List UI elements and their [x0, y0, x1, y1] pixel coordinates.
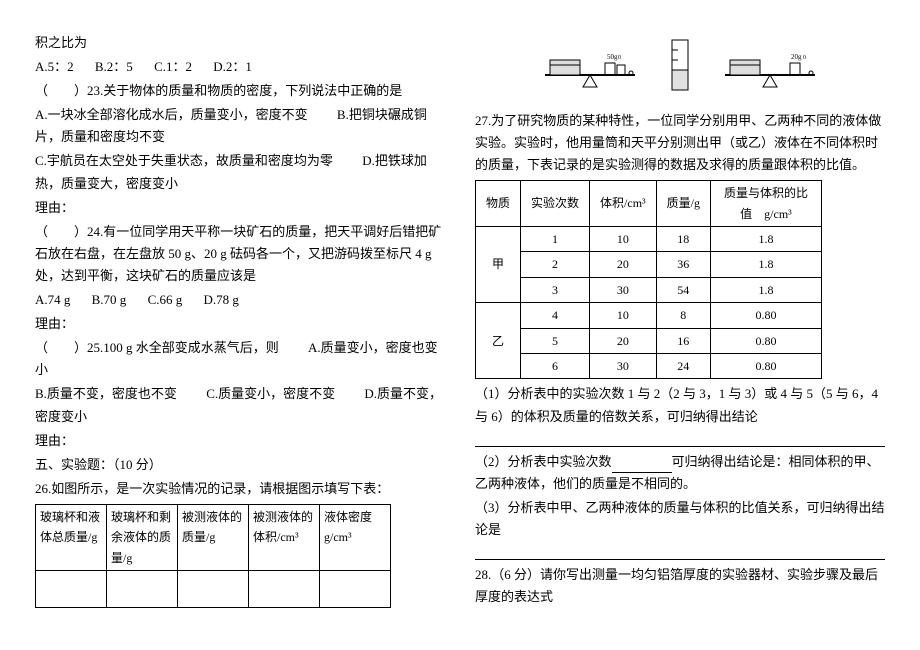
tbl2-cell: 0.80	[710, 303, 821, 328]
q27-part1: （1）分析表中的实验次数 1 与 2（2 与 3，1 与 3）或 4 与 5（5…	[475, 383, 885, 427]
tbl1-cell	[320, 571, 391, 608]
q23-stem: （ ）23.关于物体的质量和物质的密度，下列说法中正确的是	[35, 80, 445, 102]
q27-stem: 27.为了研究物质的某种特性，一位同学分别用甲、乙两种不同的液体做实验。实验时，…	[475, 110, 885, 176]
tbl2-cell: 36	[656, 252, 710, 277]
q25-stem: （ ）25.100 g 水全部变成水蒸气后，则 A.质量变小，密度也变小	[35, 337, 445, 381]
blank-inline	[612, 460, 672, 473]
tbl1-h1: 玻璃杯和液体总质量/g	[36, 504, 107, 570]
q25-line2: B.质量不变，密度也不变 C.质量变小，密度不变 D.质量不变，密度变小	[35, 383, 445, 427]
tbl2-cell: 3	[521, 277, 590, 302]
q27-part3: （3）分析表中甲、乙两种液体的质量与体积的比值关系，可归纳得出结论是	[475, 497, 885, 541]
tbl2-cell: 4	[521, 303, 590, 328]
q24-opt-c: C.66 g	[148, 292, 183, 307]
table-row: 甲 1 10 18 1.8	[476, 227, 822, 252]
table-row: 3 30 54 1.8	[476, 277, 822, 302]
tbl2-h1: 物质	[476, 181, 521, 227]
q25-reason: 理由：	[35, 430, 445, 452]
balance-right-icon: 20g 0	[715, 35, 825, 90]
q23-opt-c: C.宇航员在太空处于失重状态，故质量和密度均为零	[35, 153, 333, 168]
tbl2-cell: 54	[656, 277, 710, 302]
tbl2-cell: 10	[590, 227, 657, 252]
tbl2-cell: 6	[521, 354, 590, 379]
tbl2-cell: 0.80	[710, 328, 821, 353]
weight-50g-label: 50g	[607, 53, 618, 61]
q27-table: 物质 实验次数 体积/cm³ 质量/g 质量与体积的比值 g/cm³ 甲 1 1…	[475, 180, 822, 379]
tbl2-cell: 20	[590, 328, 657, 353]
tbl2-cell: 20	[590, 252, 657, 277]
right-column: 50g 0 20g 0 27.为了研究物质的某种特性，一位同学分别用甲、乙两种不…	[475, 30, 885, 620]
tbl2-cell: 8	[656, 303, 710, 328]
section5-heading: 五、实验题：（10 分）	[35, 454, 445, 476]
q22-opt-d: D.2：1	[213, 59, 252, 74]
blank-line	[475, 432, 885, 447]
q26-stem: 26.如图所示，是一次实验情况的记录，请根据图示填写下表：	[35, 478, 445, 500]
blank-line	[475, 545, 885, 560]
tbl2-cell: 5	[521, 328, 590, 353]
q26-table: 玻璃杯和液体总质量/g 玻璃杯和剩余液体的质量/g 被测液体的质量/g 被测液体…	[35, 504, 391, 608]
q23-line2: C.宇航员在太空处于失重状态，故质量和密度均为零 D.把铁球加热，质量变大，密度…	[35, 150, 445, 194]
tbl2-cell: 1.8	[710, 277, 821, 302]
q23-opt-a: A.一块冰全部溶化成水后，质量变小，密度不变	[35, 107, 308, 122]
q22-opt-b: B.2：5	[95, 59, 133, 74]
tbl2-cell: 24	[656, 354, 710, 379]
tbl2-sub-a: 甲	[476, 227, 521, 303]
table-row: 玻璃杯和液体总质量/g 玻璃杯和剩余液体的质量/g 被测液体的质量/g 被测液体…	[36, 504, 391, 570]
tbl1-h4: 被测液体的体积/cm³	[249, 504, 320, 570]
q23-reason: 理由：	[35, 197, 445, 219]
tbl2-cell: 2	[521, 252, 590, 277]
table-row: 乙 4 10 8 0.80	[476, 303, 822, 328]
tbl1-cell	[249, 571, 320, 608]
tbl1-h2: 玻璃杯和剩余液体的质量/g	[107, 504, 178, 570]
q27-part2: （2）分析表中实验次数可归纳得出结论是：相同体积的甲、乙两种液体，他们的质量是不…	[475, 451, 885, 495]
table-row: 2 20 36 1.8	[476, 252, 822, 277]
tbl2-h3: 体积/cm³	[590, 181, 657, 227]
svg-text:0: 0	[803, 55, 806, 61]
tbl2-h5: 质量与体积的比值 g/cm³	[710, 181, 821, 227]
q22-options: A.5：2 B.2：5 C.1：2 D.2：1	[35, 56, 445, 78]
table-row	[36, 571, 391, 608]
tbl2-cell: 16	[656, 328, 710, 353]
q28-stem: 28.（6 分）请你写出测量一均匀铝箔厚度的实验器材、实验步骤及最后厚度的表达式	[475, 564, 885, 608]
q24-opt-d: D.78 g	[203, 292, 238, 307]
tbl2-sub-b: 乙	[476, 303, 521, 379]
balance-left-icon: 50g 0	[535, 35, 645, 90]
tbl2-cell: 0.80	[710, 354, 821, 379]
weight-20g-label: 20g	[791, 53, 802, 61]
tbl2-cell: 30	[590, 277, 657, 302]
q25-text: （ ）25.100 g 水全部变成水蒸气后，则	[35, 340, 279, 355]
tbl1-cell	[178, 571, 249, 608]
q24-opt-a: A.74 g	[35, 292, 70, 307]
tbl2-cell: 10	[590, 303, 657, 328]
q22-opt-a: A.5：2	[35, 59, 74, 74]
q25-opt-b: B.质量不变，密度也不变	[35, 386, 177, 401]
tbl2-h2: 实验次数	[521, 181, 590, 227]
q22-opt-c: C.1：2	[154, 59, 192, 74]
table-row: 6 30 24 0.80	[476, 354, 822, 379]
tbl1-h5: 液体密度 g/cm³	[320, 504, 391, 570]
tbl2-cell: 18	[656, 227, 710, 252]
q24-reason: 理由：	[35, 313, 445, 335]
q24-stem: （ ）24.有一位同学用天平称一块矿石的质量，把天平调好后错把矿石放在右盘，在左…	[35, 221, 445, 287]
q24-opt-b: B.70 g	[92, 292, 127, 307]
tbl1-cell	[107, 571, 178, 608]
tbl1-cell	[36, 571, 107, 608]
tbl2-cell: 30	[590, 354, 657, 379]
tbl2-cell: 1	[521, 227, 590, 252]
left-column: 积之比为 A.5：2 B.2：5 C.1：2 D.2：1 （ ）23.关于物体的…	[35, 30, 445, 620]
tbl1-h3: 被测液体的质量/g	[178, 504, 249, 570]
q23-line1: A.一块冰全部溶化成水后，质量变小，密度不变 B.把铜块碾成铜片，质量和密度均不…	[35, 104, 445, 148]
q24-options: A.74 g B.70 g C.66 g D.78 g	[35, 289, 445, 311]
tbl2-cell: 1.8	[710, 227, 821, 252]
tbl2-h4: 质量/g	[656, 181, 710, 227]
svg-text:0: 0	[618, 55, 621, 61]
table-row: 物质 实验次数 体积/cm³ 质量/g 质量与体积的比值 g/cm³	[476, 181, 822, 227]
cylinder-icon	[660, 35, 700, 95]
q27-2a: （2）分析表中实验次数	[475, 454, 612, 469]
table-row: 5 20 16 0.80	[476, 328, 822, 353]
line-continuation: 积之比为	[35, 32, 445, 54]
q25-opt-c: C.质量变小，密度不变	[206, 386, 335, 401]
tbl2-cell: 1.8	[710, 252, 821, 277]
experiment-diagram: 50g 0 20g 0	[475, 35, 885, 95]
